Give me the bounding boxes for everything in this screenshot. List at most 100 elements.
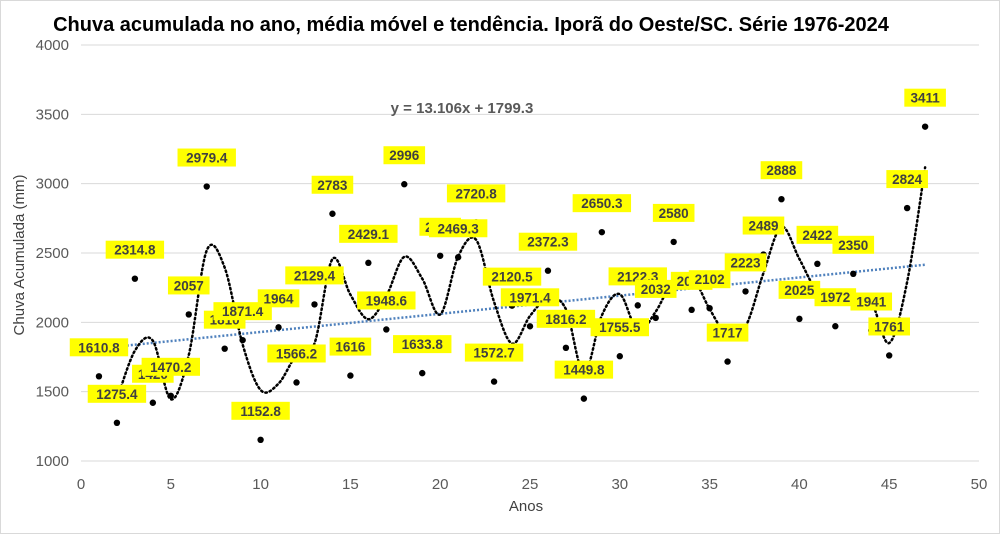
- data-point: [921, 123, 929, 130]
- data-label-text: 2102: [695, 272, 725, 287]
- data-label-text: 1972: [820, 290, 850, 305]
- data-label-bg: [69, 338, 129, 357]
- data-point: [616, 353, 623, 360]
- data-label: 2032: [634, 279, 677, 298]
- data-label-text: 1470.2: [150, 360, 191, 375]
- data-label-bg: [536, 309, 596, 328]
- data-label: 1871.4: [213, 302, 272, 321]
- data-label-bg: [832, 235, 875, 254]
- data-label-bg: [904, 88, 946, 107]
- data-label-bg: [760, 161, 803, 180]
- data-label: 1755.5: [590, 318, 649, 337]
- data-label-bg: [213, 302, 272, 321]
- data-point: [437, 252, 444, 259]
- data-label-bg: [868, 317, 910, 336]
- data-label-text: 1971.4: [509, 290, 551, 305]
- data-label-text: 1572.7: [473, 346, 514, 361]
- data-point: [131, 275, 139, 282]
- data-point: [544, 267, 552, 274]
- data-label: 1572.7: [464, 343, 524, 362]
- data-label: 2996: [383, 146, 426, 165]
- data-label-bg: [652, 203, 695, 222]
- data-point: [347, 372, 354, 379]
- data-label-bg: [329, 337, 372, 356]
- data-label-text: 1449.8: [563, 363, 605, 378]
- data-label: 2223: [724, 253, 767, 272]
- x-tick-label: 0: [77, 476, 85, 493]
- data-label-bg: [141, 357, 200, 376]
- data-label-text: 2422: [802, 228, 832, 243]
- data-point: [886, 352, 893, 359]
- data-point: [239, 336, 246, 344]
- data-label-bg: [742, 216, 785, 235]
- data-label: 1816.2: [536, 309, 596, 328]
- data-label-text: 2120.5: [491, 270, 533, 285]
- data-label: 1964: [257, 289, 300, 308]
- data-label: 2720.8: [446, 184, 506, 203]
- data-label-text: 2979.4: [186, 151, 228, 166]
- data-label-bg: [886, 170, 928, 189]
- data-label-bg: [428, 219, 488, 238]
- data-point: [149, 399, 157, 406]
- data-label-bg: [572, 194, 632, 213]
- moving-average-path: [115, 166, 927, 401]
- data-label-bg: [634, 279, 677, 298]
- data-label-text: 2129.4: [294, 268, 336, 283]
- data-point: [742, 288, 749, 295]
- data-label-text: 2888: [766, 163, 797, 178]
- data-label-bg: [311, 175, 354, 194]
- data-point: [778, 195, 785, 203]
- data-point: [562, 344, 570, 352]
- data-label-text: 1941: [856, 295, 887, 310]
- data-point: [688, 306, 695, 314]
- data-label-text: 1275.4: [96, 387, 138, 402]
- data-label: 2129.4: [285, 266, 344, 285]
- data-label: 2350: [832, 235, 875, 254]
- data-label-bg: [231, 401, 290, 420]
- data-label: 2650.3: [572, 194, 632, 213]
- chart-title: Chuva acumulada no ano, média móvel e te…: [53, 14, 890, 36]
- data-point: [257, 436, 264, 444]
- data-label-bg: [105, 240, 165, 259]
- data-point: [598, 228, 606, 236]
- data-label-bg: [87, 384, 147, 403]
- data-label-bg: [177, 148, 236, 167]
- x-tick-label: 15: [342, 476, 359, 493]
- data-point: [401, 181, 408, 188]
- x-tick-label: 20: [432, 476, 449, 493]
- data-label: 1717: [706, 323, 749, 342]
- y-tick-label: 3500: [36, 106, 69, 123]
- data-label: 1971.4: [500, 288, 560, 307]
- moving-average-line: [115, 166, 927, 401]
- data-label-bg: [393, 335, 452, 354]
- data-label: 2429.1: [339, 224, 398, 243]
- data-labels: 1610.81275.42314.814201470.220572979.418…: [69, 88, 946, 420]
- data-label: 2888: [760, 161, 803, 180]
- data-label-text: 2314.8: [114, 243, 156, 258]
- data-label-text: 1717: [713, 326, 743, 341]
- data-label-text: 2057: [174, 278, 204, 293]
- data-label-text: 2783: [317, 178, 348, 193]
- data-label-text: 2372.3: [527, 235, 569, 250]
- x-tick-label: 50: [971, 476, 988, 493]
- data-label-text: 2350: [838, 238, 868, 253]
- data-label: 3411: [904, 88, 946, 107]
- data-label-text: 2996: [389, 148, 420, 163]
- data-label-text: 1948.6: [366, 293, 408, 308]
- data-point: [706, 304, 713, 312]
- data-point: [454, 254, 462, 261]
- data-label-bg: [257, 289, 300, 308]
- data-point: [652, 314, 659, 322]
- data-point: [113, 419, 121, 427]
- data-label-text: 1633.8: [402, 337, 444, 352]
- data-label-text: 3411: [910, 91, 940, 106]
- data-point: [670, 238, 677, 246]
- data-point: [293, 379, 300, 386]
- y-tick-label: 4000: [36, 37, 69, 54]
- data-label-bg: [482, 267, 542, 286]
- data-label: 1616: [329, 337, 372, 356]
- data-label: 2057: [167, 276, 210, 295]
- data-point: [203, 183, 210, 190]
